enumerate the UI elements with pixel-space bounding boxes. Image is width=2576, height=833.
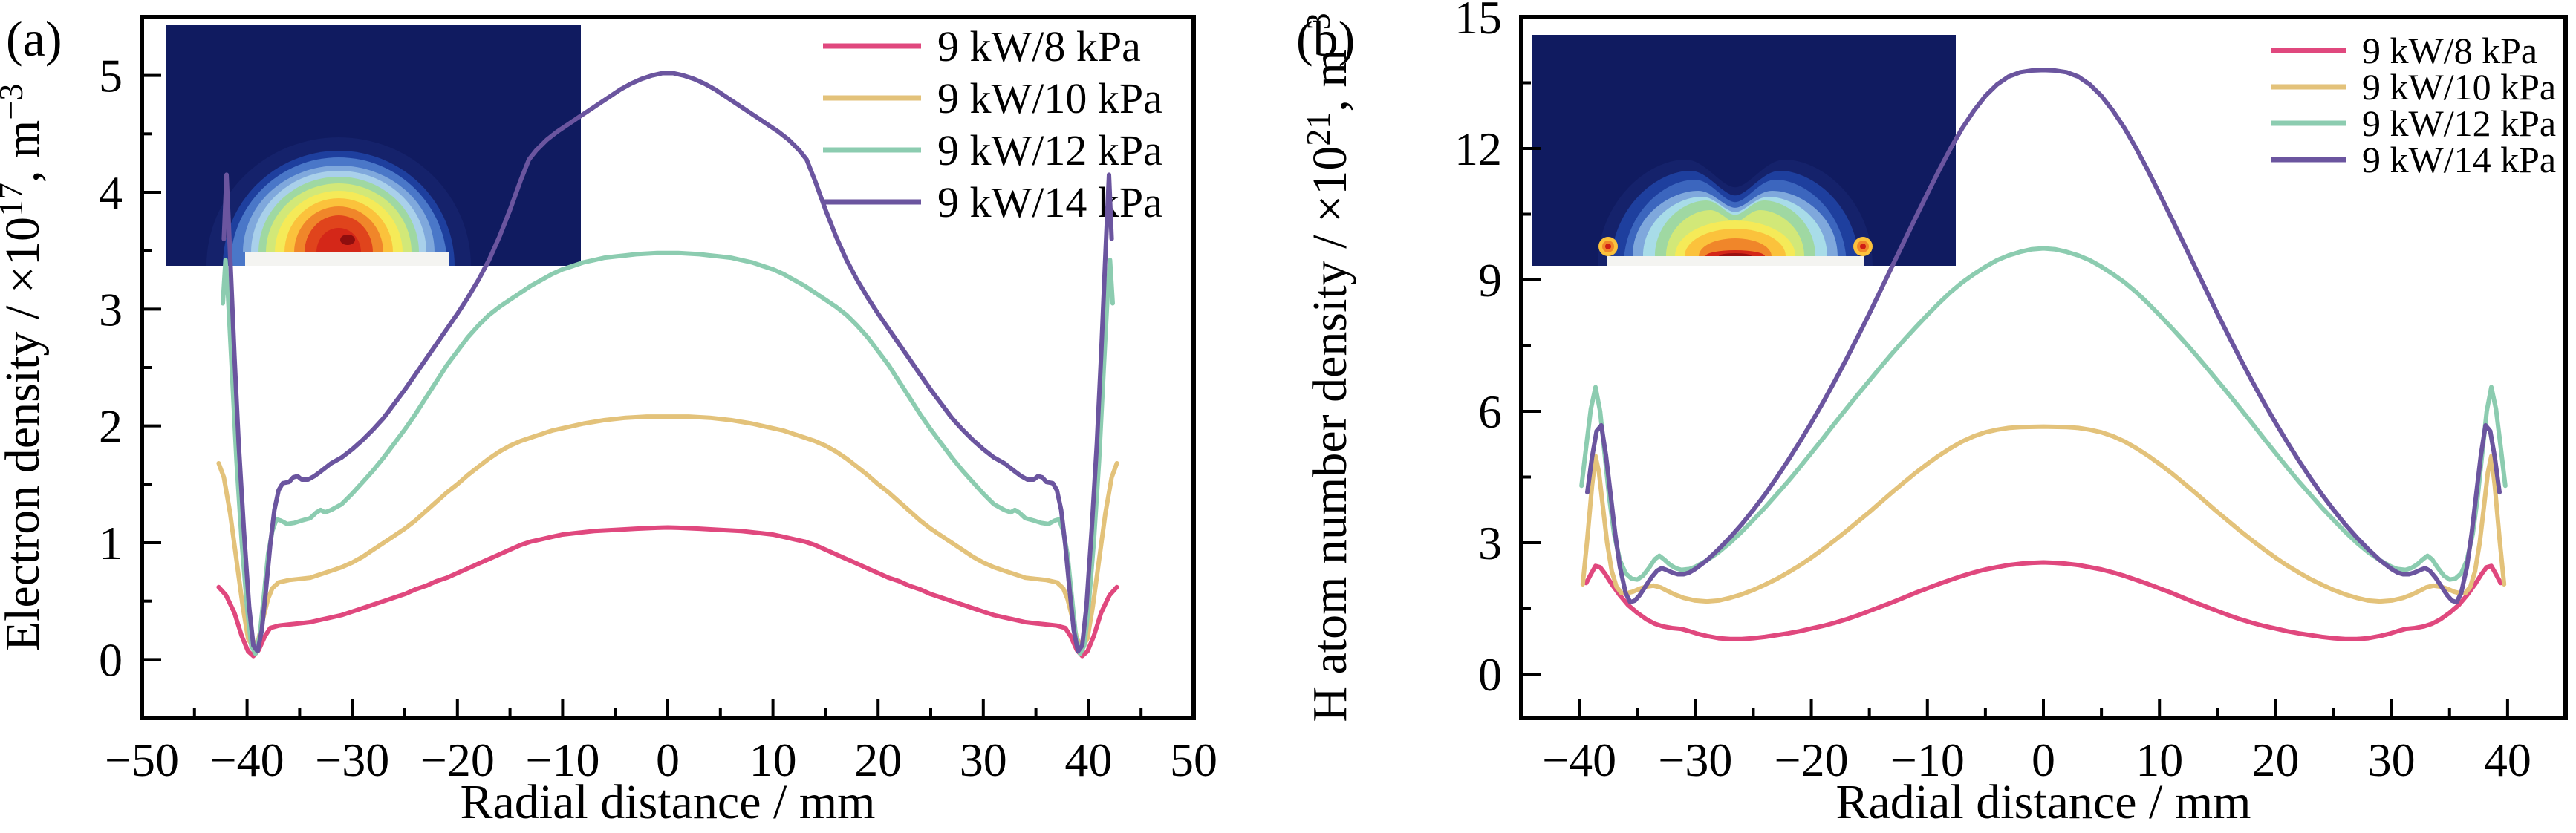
y-axis-title-text: H atom number density / ×10 (1303, 146, 1357, 722)
inset-substrate (245, 252, 449, 266)
y-tick-label: 4 (99, 166, 123, 219)
x-tick-label: 50 (1170, 734, 1217, 786)
x-tick-label: −30 (315, 734, 389, 786)
y-tick-label: 12 (1454, 122, 1502, 175)
x-tick-label: 40 (2484, 734, 2531, 786)
curve-9-kw-14-kpa (1585, 68, 2502, 605)
x-axis-title: Radial distance / mm (460, 775, 875, 829)
curve-9-kw-10-kpa (1580, 424, 2507, 604)
x-tick-label: 20 (2251, 734, 2299, 786)
y-tick-label: 3 (99, 283, 123, 336)
x-tick-label: 20 (854, 734, 902, 786)
x-axis-title: Radial distance / mm (1835, 775, 2251, 829)
y-axis-title-superscript: −3 (1299, 13, 1337, 49)
y-axis-title: H atom number density / ×1021, m−3 (1299, 13, 1357, 722)
x-tick-label: 0 (656, 734, 680, 786)
panel-label: (a) (6, 10, 62, 67)
x-tick-label: 10 (2136, 734, 2183, 786)
curve-9-kw-12-kpa (1579, 246, 2508, 582)
legend-label: 9 kW/10 kPa (937, 74, 1162, 122)
legend-label: 9 kW/12 kPa (937, 126, 1162, 174)
y-tick-label: 3 (1478, 517, 1502, 569)
y-axis-title-superscript: −3 (0, 84, 30, 120)
inset-substrate (1607, 256, 1864, 266)
inset-contour-band (316, 228, 361, 252)
x-tick-label: −20 (420, 734, 495, 786)
x-tick-label: 30 (2368, 734, 2416, 786)
x-tick-label: −30 (1658, 734, 1732, 786)
inset-contour-core (340, 235, 355, 245)
y-axis-title-text: Electron density / ×10 (0, 217, 50, 651)
x-tick-label: −10 (525, 734, 599, 786)
x-tick-label: −40 (210, 734, 284, 786)
x-tick-label: −50 (105, 734, 179, 786)
inset-contour-plot (1532, 35, 1956, 266)
curve-9-kw-14-kpa (221, 71, 1114, 654)
y-tick-label: 6 (1478, 385, 1502, 438)
y-axis-title-text: , m (0, 120, 50, 183)
y-axis-title-superscript: 17 (0, 183, 30, 217)
inset-hotspot (1860, 244, 1866, 249)
curve-9-kw-10-kpa (216, 414, 1119, 650)
x-tick-label: −20 (1775, 734, 1849, 786)
legend-label: 9 kW/12 kPa (2362, 102, 2556, 144)
x-tick-label: 40 (1064, 734, 1112, 786)
panel-a: −50 −40 −30 −20 −10 0 10 20 30 40 50 0 1 2 3 4 5 Radial d… (0, 10, 1217, 829)
y-tick-label: 2 (99, 400, 123, 453)
x-tick-label: −40 (1542, 734, 1616, 786)
y-tick-label: 0 (1478, 648, 1502, 701)
curve-9-kw-12-kpa (221, 250, 1115, 656)
inset-contour-plot (166, 24, 581, 266)
x-tick-label: −10 (1890, 734, 1965, 786)
legend-label: 9 kW/8 kPa (937, 22, 1141, 71)
y-axis-title-superscript: 21 (1299, 112, 1337, 146)
legend-label: 9 kW/14 kPa (937, 178, 1162, 226)
x-tick-label: 10 (749, 734, 797, 786)
panel-b: −40 −30 −20 −10 0 10 20 30 40 0 3 6 9 12 15 Radial dist… (1296, 0, 2568, 829)
inset-contour-band (1719, 253, 1752, 256)
y-axis-title-text: , m (1303, 49, 1357, 111)
y-axis-title: Electron density / ×1017, m−3 (0, 84, 50, 652)
x-tick-label: 30 (960, 734, 1007, 786)
inset-hotspot (1605, 244, 1611, 249)
legend-label: 9 kW/10 kPa (2362, 66, 2556, 108)
legend-label: 9 kW/14 kPa (2362, 139, 2556, 180)
y-tick-label: 9 (1478, 254, 1502, 307)
y-tick-label: 1 (99, 517, 123, 569)
y-tick-label: 15 (1454, 0, 1502, 44)
x-tick-label: 0 (2032, 734, 2055, 786)
panel-label: (b) (1296, 10, 1355, 67)
curve-9-kw-8-kpa (1584, 560, 2503, 641)
y-tick-label: 5 (99, 50, 123, 102)
legend-label: 9 kW/8 kPa (2362, 30, 2537, 71)
curve-9-kw-8-kpa (216, 525, 1119, 659)
y-tick-label: 0 (99, 633, 123, 686)
